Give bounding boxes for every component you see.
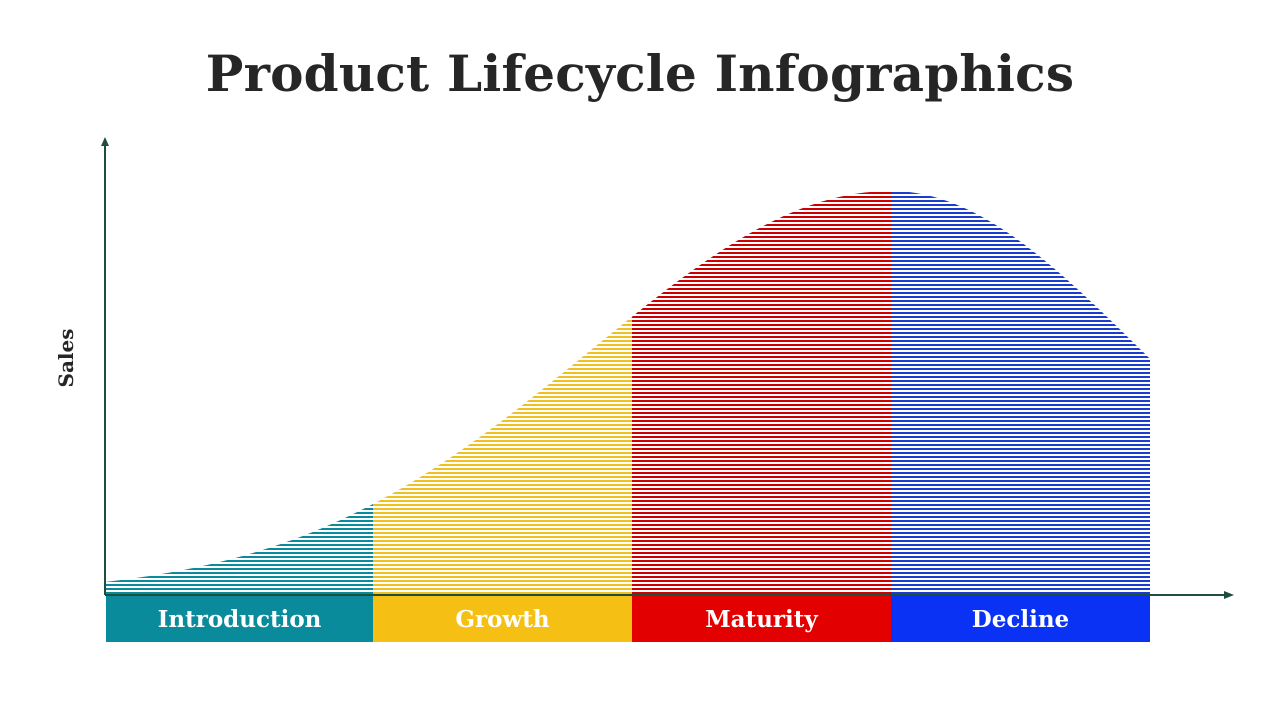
stage-band-fill [373, 596, 632, 642]
stage-band-fill [891, 596, 1150, 642]
stage-label: Growth [455, 606, 550, 633]
axes [101, 137, 1234, 599]
stage-band-introduction: Introduction [106, 596, 373, 642]
curve-segment-maturity [632, 191, 891, 595]
stage-label: Introduction [158, 606, 322, 633]
stage-band-growth: Growth [373, 596, 632, 642]
curve-segment-introduction [106, 191, 373, 595]
stage-band-fill [632, 596, 891, 642]
sales-curve [106, 191, 1150, 595]
curve-segment-growth [373, 191, 632, 595]
y-axis-arrow-icon [101, 137, 109, 146]
page-title: Product Lifecycle Infographics [205, 44, 1075, 103]
stage-label: Decline [972, 606, 1069, 633]
curve-segment-decline [891, 191, 1150, 595]
stage-label: Maturity [705, 606, 818, 633]
stage-band-maturity: Maturity [632, 596, 891, 642]
stage-band-fill [106, 596, 373, 642]
stage-band-decline: Decline [891, 596, 1150, 642]
stage-bands: Introduction Growth Maturity Decline [106, 596, 1150, 642]
x-axis-arrow-icon [1224, 591, 1234, 599]
